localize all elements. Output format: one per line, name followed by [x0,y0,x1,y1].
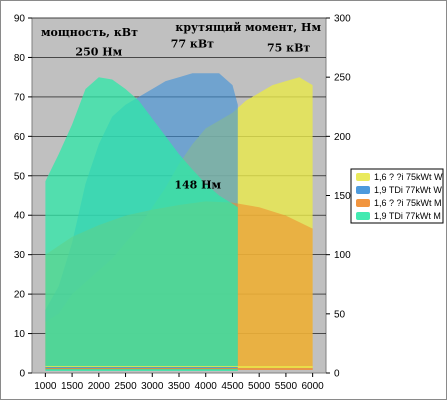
x-tick-label: 4500 [221,381,244,392]
x-tick-label: 6000 [302,381,325,392]
x-tick-label: 5500 [275,381,298,392]
y-left-tick-label: 0 [19,369,25,380]
y-left-tick-label: 60 [14,132,26,143]
series-areas [45,73,313,368]
y-right-tick-label: 50 [334,309,346,320]
y-left-tick-label: 90 [14,14,26,25]
legend: 1,6 ? ?i 75kWt W 1,9 TDi 77kWt W 1,6 ? ?i … [350,168,444,224]
x-tick-label: 1500 [61,381,84,392]
legend-swatch [356,212,370,220]
annotations: 250 Нм 77 кВт 75 кВт 148 Нм [75,38,310,192]
series-area-4 [45,77,238,368]
x-axis: 1000 1500 2000 2500 3000 3500 4000 4500 5000 5500… [34,373,324,392]
y-left-tick-label: 30 [14,250,26,261]
y-right-tick-label: 250 [334,73,351,84]
y-left-tick-label: 20 [14,290,26,301]
legend-entry: 1,6 ? ?i 75kWt M [374,198,442,208]
annotation-label: 250 Нм [75,46,122,59]
y-left-tick-label: 40 [14,211,26,222]
annotation-label: 148 Нм [174,178,221,191]
x-tick-label: 3000 [141,381,164,392]
baseline-strip-4 [45,369,238,371]
x-tick-label: 4000 [195,381,218,392]
x-tick-label: 2000 [88,381,111,392]
x-tick-label: 2500 [114,381,137,392]
y-right-tick-label: 100 [334,250,351,261]
y-right-tick-label: 300 [334,14,351,25]
y-right-axis-title: крутящий момент, Нм [175,21,321,34]
legend-entry: 1,9 TDi 77kWt M [374,211,441,221]
y-right-tick-label: 0 [334,369,340,380]
y-left-tick-label: 50 [14,171,26,182]
y-right-tick-label: 150 [334,191,351,202]
legend-entry: 1,9 TDi 77kWt W [374,185,442,195]
y-left-tick-label: 70 [14,92,26,103]
legend-swatch [356,199,370,207]
y-axis-right: 0 50 100 150 200 250 300 [326,14,351,380]
annotation-label: 75 кВт [267,42,310,55]
y-left-tick-label: 80 [14,53,26,64]
legend-swatch [356,186,370,194]
legend-entry: 1,6 ? ?i 75kWt W [374,172,443,182]
y-axis-left: 0 10 20 30 40 50 60 70 80 90 [14,14,32,380]
x-tick-label: 3500 [168,381,191,392]
x-tick-label: 1000 [34,381,57,392]
baseline-strips [45,366,313,371]
y-right-tick-label: 200 [334,132,351,143]
x-tick-label: 5000 [248,381,271,392]
y-left-tick-label: 10 [14,329,26,340]
annotation-label: 77 кВт [171,38,214,51]
y-left-axis-title: мощность, кВт [41,26,138,39]
legend-swatch [356,173,370,181]
